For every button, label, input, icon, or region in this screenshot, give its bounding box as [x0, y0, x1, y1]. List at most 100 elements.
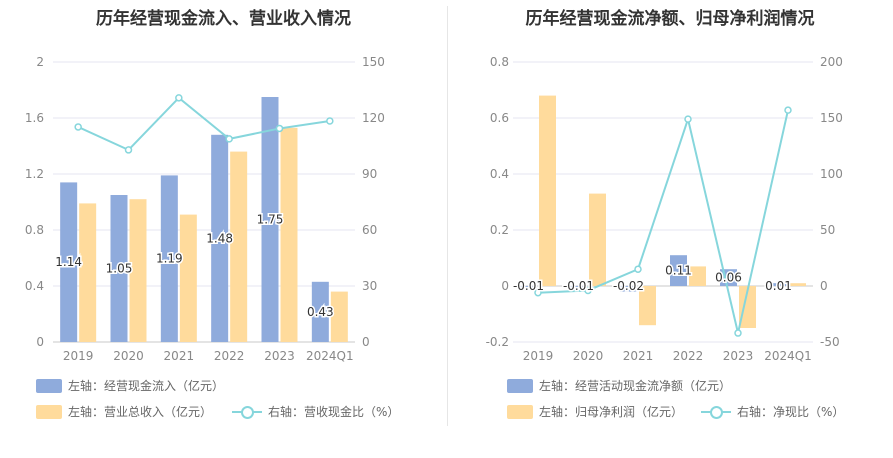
legend-item-series-2[interactable]: 左轴：营业总收入（亿元）: [36, 403, 212, 420]
bar-1: [670, 255, 687, 286]
data-label: 1.14: [55, 255, 82, 269]
bar-1: [570, 286, 587, 289]
line-point: [634, 265, 642, 273]
chart-title: 历年经营现金流入、营业收入情况: [96, 9, 351, 29]
data-label: -0.02: [613, 279, 644, 293]
bar-1: [211, 134, 229, 342]
data-label: 0.43: [307, 305, 334, 319]
legend-item-series-1[interactable]: 左轴：经营现金流入（亿元）: [36, 377, 224, 394]
bar-2: [739, 286, 756, 328]
legend-swatch: [507, 378, 533, 393]
y-right-tick-label: 150: [820, 111, 843, 125]
data-label: 0.06: [715, 271, 742, 285]
line-point: [684, 115, 692, 123]
bar-1: [620, 286, 637, 292]
y-right-tick-label: 60: [362, 223, 377, 237]
y-left-tick-label: 2: [36, 55, 44, 69]
line-point: [175, 94, 183, 102]
line-point: [124, 146, 133, 154]
x-tick-label: 2019: [523, 349, 554, 363]
y-left-tick-label: 0.4: [490, 167, 509, 181]
y-left-tick-label: 0.4: [25, 279, 44, 293]
y-right-tick-label: 120: [362, 111, 385, 125]
x-tick-label: 2019: [63, 349, 94, 363]
line-point: [275, 124, 284, 133]
data-label: -0.01: [513, 279, 544, 293]
legend-line-swatch: [701, 405, 731, 419]
legend-swatch: [36, 378, 62, 393]
data-label: 0.11: [665, 264, 692, 278]
line-point: [225, 135, 233, 143]
y-left-tick-label: 1.2: [25, 167, 44, 181]
x-tick-label: 2023: [264, 349, 295, 363]
bar-2: [539, 95, 556, 286]
bar-1: [311, 281, 329, 342]
data-label: 1.19: [156, 252, 183, 266]
legend-swatch: [36, 404, 62, 419]
bar-2: [330, 291, 348, 342]
y-left-tick-label: 0.8: [490, 55, 509, 69]
y-right-tick-label: 100: [820, 167, 843, 181]
y-left-tick-label: 0.6: [490, 111, 509, 125]
y-right-tick-label: 150: [362, 55, 385, 69]
line-point: [74, 123, 82, 131]
y-left-tick-label: -0.2: [486, 335, 509, 349]
legend-label: 左轴：经营现金流入（亿元）: [68, 379, 225, 393]
x-tick-label: 2020: [113, 349, 144, 363]
y-left-tick-label: 0: [501, 279, 509, 293]
legend-label: 右轴：净现比（%）: [737, 405, 845, 419]
chart-panel-cashflow-revenue: 历年经营现金流入、营业收入情况 0 0.4 0.8 1.2 1.6 2 0 30 60 90 120…: [25, 9, 400, 420]
y-right-tick-label: 50: [820, 223, 835, 237]
bar-1: [60, 182, 78, 342]
x-tick-label: 2021: [623, 349, 654, 363]
bar-1: [770, 283, 787, 286]
y-right-tick-label: 200: [820, 55, 843, 69]
bar-1: [520, 286, 537, 289]
bar-2: [280, 127, 298, 342]
panel-divider: [447, 6, 448, 426]
legend-label: 左轴：归母净利润（亿元）: [539, 405, 684, 419]
x-tick-label: 2024Q1: [764, 349, 812, 363]
data-label: 1.75: [257, 213, 284, 227]
chart-plot-area: 0 0.4 0.8 1.2 1.6 2 0 30 60 90 120 150 2019 2020 2021 2…: [25, 55, 385, 363]
x-tick-label: 2022: [673, 349, 704, 363]
line-point: [734, 329, 742, 337]
bar-2: [589, 193, 606, 286]
x-tick-label: 2024Q1: [306, 349, 354, 363]
y-left-tick-label: 0: [36, 335, 44, 349]
bar-1: [110, 195, 128, 342]
bar-2: [639, 286, 656, 326]
y-right-tick-label: 30: [362, 279, 377, 293]
data-label: -0.01: [563, 279, 594, 293]
chart-plot-area: -0.2 0 0.2 0.4 0.6 0.8 -50 0 50 100 150 200 2019 2020…: [486, 55, 843, 363]
y-right-tick-label: 0: [362, 335, 370, 349]
y-left-tick-label: 1.6: [25, 111, 44, 125]
y-right-tick-label: 90: [362, 167, 377, 181]
y-right-tick-label: 0: [820, 279, 828, 293]
bar-2: [179, 214, 197, 342]
legend-item-series-3[interactable]: 右轴：营收现金比（%）: [232, 403, 399, 420]
x-tick-label: 2020: [573, 349, 604, 363]
line-point: [326, 117, 334, 125]
y-left-tick-label: 0.8: [25, 223, 44, 237]
line-point: [584, 286, 592, 295]
legend-item-series-1[interactable]: 左轴：经营活动现金流净额（亿元）: [507, 377, 731, 394]
legend-label: 左轴：营业总收入（亿元）: [68, 405, 213, 419]
legend-line-swatch: [232, 405, 262, 419]
x-tick-label: 2022: [214, 349, 245, 363]
series-line: [77, 96, 330, 152]
legend-item-series-3[interactable]: 右轴：净现比（%）: [701, 403, 844, 420]
bar-1: [160, 175, 178, 342]
y-left-tick-label: 0.2: [490, 223, 509, 237]
data-label: 0.01: [765, 279, 792, 293]
x-tick-label: 2021: [164, 349, 195, 363]
x-tick-label: 2023: [723, 349, 754, 363]
bar-1: [261, 97, 279, 342]
legend-item-series-2[interactable]: 左轴：归母净利润（亿元）: [507, 403, 683, 420]
bar-2: [789, 283, 806, 286]
legend-label: 左轴：经营活动现金流净额（亿元）: [539, 379, 732, 393]
bar-2: [79, 203, 97, 342]
line-point: [534, 288, 542, 297]
line-point: [784, 106, 792, 114]
y-right-tick-label: -50: [820, 335, 840, 349]
